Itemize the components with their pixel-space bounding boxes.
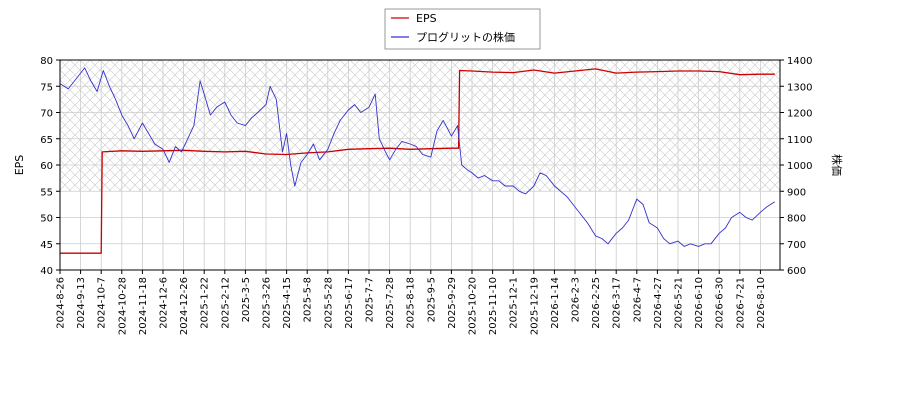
x-tick-label: 2025-1-22 [200, 277, 211, 329]
x-tick-label: 2024-9-13 [76, 277, 87, 329]
right-tick-label: 1400 [787, 56, 812, 67]
right-tick-label: 1000 [787, 161, 812, 172]
left-tick-label: 75 [40, 82, 53, 93]
x-tick-label: 2025-2-12 [220, 277, 231, 329]
x-tick-label: 2026-6-30 [715, 277, 726, 329]
legend-label-eps: EPS [416, 12, 437, 25]
x-tick-label: 2026-5-21 [674, 277, 685, 329]
x-tick-label: 2025-7-28 [385, 277, 396, 329]
x-tick-label: 2025-3-5 [241, 277, 252, 322]
x-tick-label: 2026-4-27 [653, 277, 664, 329]
left-tick-label: 55 [40, 187, 53, 198]
x-tick-label: 2026-7-21 [735, 277, 746, 329]
left-tick-label: 50 [40, 214, 53, 225]
x-tick-label: 2025-3-26 [262, 277, 273, 329]
x-tick-label: 2026-2-25 [591, 277, 602, 329]
x-tick-label: 2025-8-18 [406, 277, 417, 329]
x-tick-label: 2025-12-1 [509, 277, 520, 329]
left-tick-label: 60 [40, 161, 53, 172]
right-tick-label: 600 [787, 266, 806, 277]
left-tick-label: 45 [40, 240, 53, 251]
right-tick-label: 1200 [787, 109, 812, 120]
left-tick-label: 80 [40, 56, 53, 67]
right-axis-ticks: 600 700 800 900 1000 1100 1200 1300 1400 [780, 56, 812, 277]
x-tick-label: 2025-10-20 [468, 277, 479, 335]
x-axis-ticks: 2024-8-26 2024-9-13 2024-10-7 2024-10-28 202… [56, 270, 767, 335]
x-tick-label: 2026-2-3 [571, 277, 582, 322]
x-tick-label: 2025-11-10 [488, 277, 499, 335]
x-tick-label: 2025-9-29 [447, 277, 458, 329]
x-tick-label: 2024-12-6 [159, 277, 170, 329]
x-tick-label: 2025-7-7 [365, 277, 376, 322]
x-tick-label: 2024-10-28 [117, 277, 128, 335]
y-right-axis-title: 株価 [830, 154, 844, 176]
x-tick-label: 2024-8-26 [56, 277, 67, 329]
left-tick-label: 40 [40, 266, 53, 277]
x-tick-label: 2024-12-26 [179, 277, 190, 335]
x-tick-label: 2026-1-14 [550, 277, 561, 329]
left-axis-ticks: 40 45 50 55 60 65 70 75 80 [40, 56, 60, 277]
x-tick-label: 2025-6-17 [344, 277, 355, 329]
series-line-stock-price [60, 67, 776, 247]
x-tick-label: 2025-5-8 [303, 277, 314, 322]
right-tick-label: 1300 [787, 82, 812, 93]
right-tick-label: 700 [787, 240, 806, 251]
x-tick-label: 2025-12-19 [529, 277, 540, 335]
legend-label-stock: プログリットの株価 [416, 30, 515, 44]
x-tick-label: 2025-5-28 [323, 277, 334, 329]
y-left-axis-title: EPS [13, 155, 26, 176]
right-tick-label: 1100 [787, 135, 812, 146]
legend-box [384, 8, 541, 50]
x-tick-label: 2026-4-7 [632, 277, 643, 322]
x-tick-label: 2026-8-10 [756, 277, 767, 329]
series-line-eps [60, 68, 775, 254]
x-tick-label: 2025-9-5 [426, 277, 437, 322]
x-tick-label: 2026-6-10 [694, 277, 705, 329]
left-tick-label: 65 [40, 135, 53, 146]
right-tick-label: 800 [787, 214, 806, 225]
hatched-band [60, 60, 780, 192]
left-tick-label: 70 [40, 109, 53, 120]
legend: EPS プログリットの株価 [384, 8, 541, 50]
right-tick-label: 900 [787, 187, 806, 198]
x-tick-label: 2026-3-17 [612, 277, 623, 329]
x-tick-label: 2024-10-7 [97, 277, 108, 329]
x-tick-label: 2025-4-15 [282, 277, 293, 329]
series-layer [60, 67, 776, 254]
x-tick-label: 2024-11-18 [138, 277, 149, 335]
